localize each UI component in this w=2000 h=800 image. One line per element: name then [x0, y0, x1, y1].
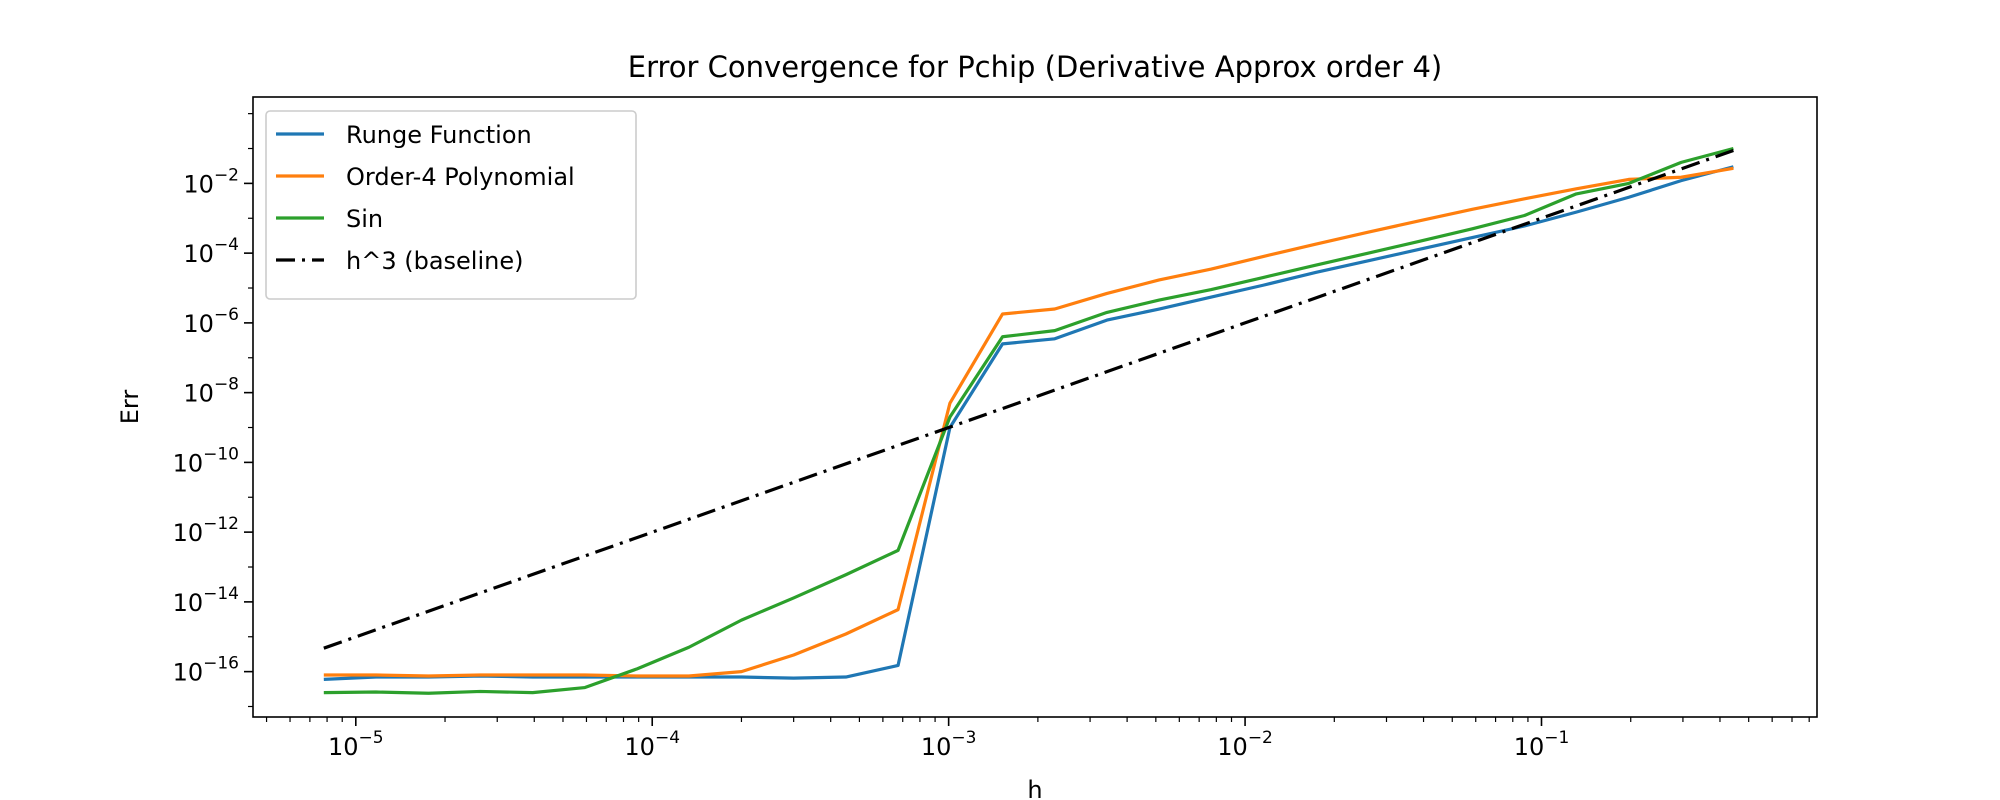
y-axis-label: Err	[116, 390, 144, 425]
series-line-2	[323, 166, 1734, 678]
y-tick-label: 10−14	[173, 584, 239, 617]
x-tick-label: 10−2	[1217, 728, 1273, 761]
legend-label: h^3 (baseline)	[346, 247, 523, 275]
chart-title: Error Convergence for Pchip (Derivative …	[628, 50, 1442, 84]
legend-label: Runge Function	[346, 121, 532, 149]
y-tick-label: 10−6	[183, 305, 239, 338]
series-line-1	[323, 165, 1734, 681]
y-tick-label: 10−10	[173, 444, 239, 477]
x-tick-label: 10−5	[328, 728, 384, 761]
plot-area	[323, 146, 1734, 695]
plot-frame	[252, 96, 1818, 718]
y-tick-label: 10−16	[173, 654, 239, 687]
series-line-3	[323, 146, 1734, 695]
x-axis-label: h	[1027, 776, 1042, 800]
legend-label: Sin	[346, 205, 383, 233]
series-line-4	[323, 148, 1734, 650]
x-tick-label: 10−4	[624, 728, 680, 761]
legend-label: Order-4 Polynomial	[346, 163, 575, 191]
x-axis: 10−5 10−4 10−3 10−2 10−1	[265, 717, 1810, 761]
x-tick-label: 10−1	[1514, 728, 1570, 761]
legend: Runge Function Order-4 Polynomial Sin h^3 (…	[265, 110, 637, 300]
x-tick-label: 10−3	[921, 728, 977, 761]
y-tick-label: 10−2	[183, 165, 239, 198]
y-axis: 10−2 10−4 10−6 10−8 10−10 10−12 10−14 10−16	[173, 113, 253, 708]
y-tick-label: 10−12	[173, 514, 239, 547]
y-tick-label: 10−8	[183, 375, 239, 408]
legend-box	[265, 110, 637, 300]
y-tick-label: 10−4	[183, 235, 239, 268]
